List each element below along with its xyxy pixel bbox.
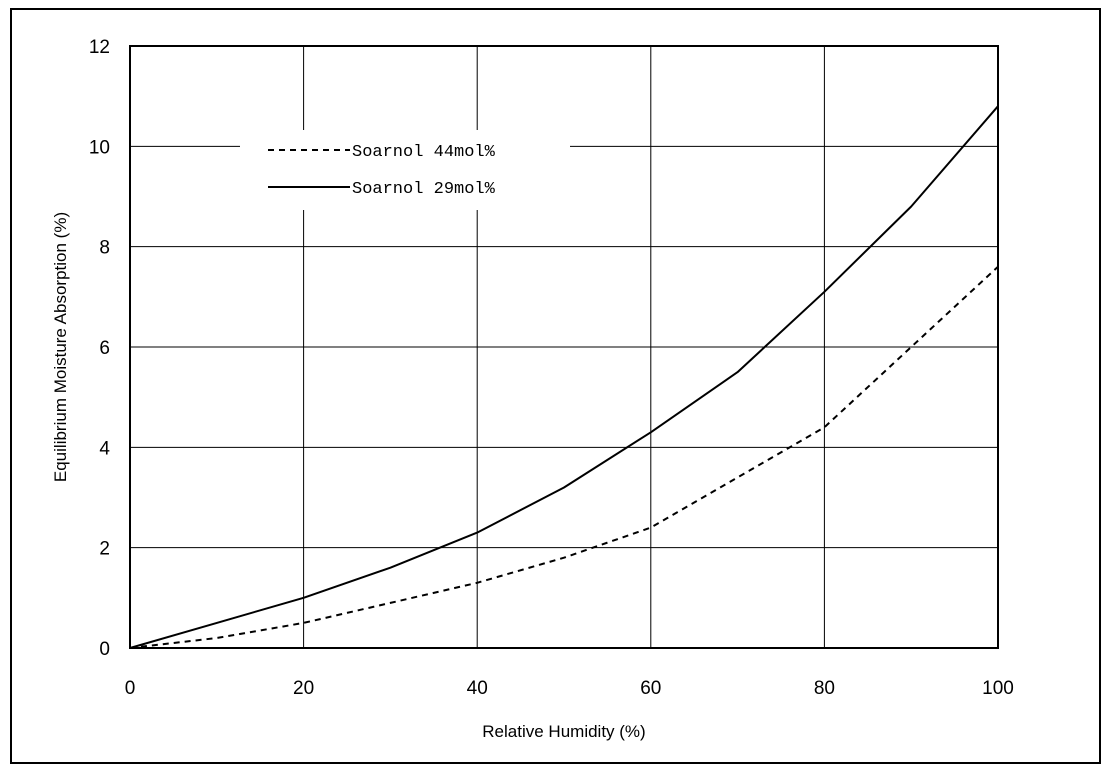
x-tick-label: 100 (982, 678, 1014, 699)
series-line-soarnol-44 (129, 265, 999, 649)
y-tick-label: 8 (99, 238, 110, 259)
y-tick-labels: 0 2 4 6 8 10 12 (89, 37, 111, 660)
y-tick-label: 2 (99, 539, 110, 560)
x-tick-label: 60 (640, 678, 661, 699)
legend-label-soarnol-44: Soarnol 44mol% (352, 143, 496, 162)
legend-background (240, 130, 570, 210)
x-tick-labels: 0 20 40 60 80 100 (125, 678, 1014, 699)
legend: Soarnol 44mol% Soarnol 29mol% (240, 130, 570, 210)
x-axis-label: Relative Humidity (%) (482, 722, 645, 741)
y-tick-label: 4 (99, 438, 110, 459)
y-axis-label: Equilibrium Moisture Absorption (%) (51, 212, 70, 482)
y-tick-label: 10 (89, 137, 110, 158)
legend-label-soarnol-29: Soarnol 29mol% (352, 180, 496, 199)
x-tick-label: 20 (293, 678, 314, 699)
series-line-soarnol-29 (129, 105, 999, 649)
plot-area (129, 45, 999, 649)
x-tick-label: 0 (125, 678, 136, 699)
y-tick-label: 12 (89, 37, 110, 58)
series-lines (129, 105, 999, 649)
x-tick-label: 40 (467, 678, 488, 699)
y-tick-label: 6 (99, 338, 110, 359)
x-tick-label: 80 (814, 678, 835, 699)
y-tick-label: 0 (99, 639, 110, 660)
